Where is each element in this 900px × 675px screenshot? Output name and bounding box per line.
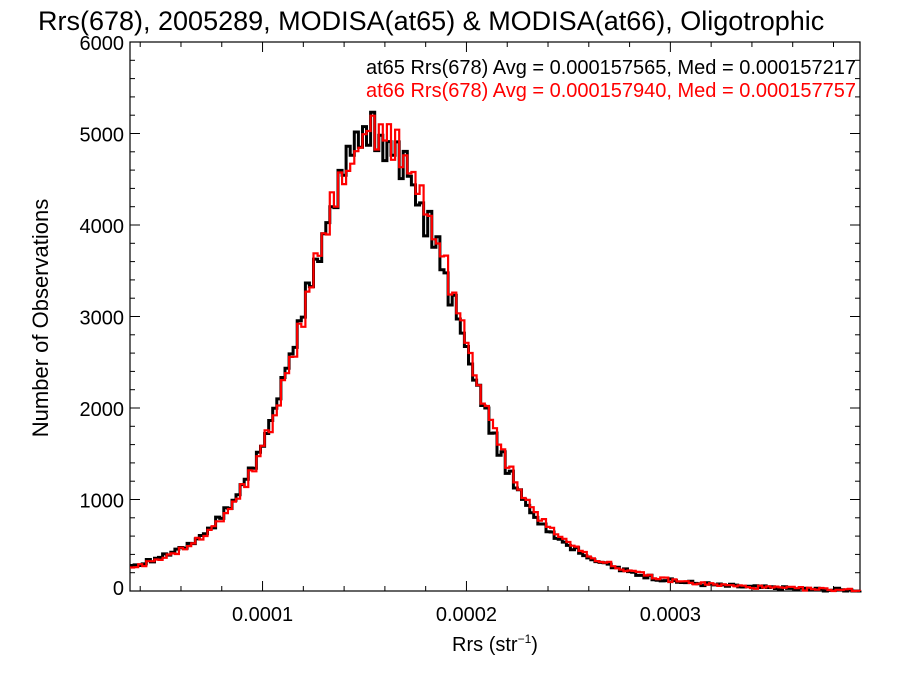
series-layer bbox=[130, 110, 862, 593]
series-at65-line bbox=[130, 110, 862, 593]
x-axis-label: Rrs (str−1) bbox=[452, 632, 538, 656]
y-tick-label: 4000 bbox=[80, 216, 125, 238]
series-at66-line bbox=[130, 114, 862, 593]
x-tick-label: 0.0003 bbox=[640, 604, 701, 626]
x-axis-label-superscript: −1 bbox=[518, 632, 532, 646]
y-tick-label: 5000 bbox=[80, 125, 125, 147]
x-axis-label-main: Rrs (str bbox=[452, 634, 518, 656]
y-tick-label: 3000 bbox=[80, 308, 125, 330]
y-tick-label: 2000 bbox=[80, 399, 125, 421]
legend-entry-at65: at65 Rrs(678) Avg = 0.000157565, Med = 0… bbox=[366, 57, 856, 79]
x-tick-label: 0.0001 bbox=[232, 604, 293, 626]
y-tick-label: 6000 bbox=[80, 33, 125, 55]
y-tick-label: 1000 bbox=[80, 491, 125, 513]
chart-title: Rrs(678), 2005289, MODISA(at65) & MODISA… bbox=[38, 6, 824, 36]
plot-frame bbox=[129, 41, 861, 592]
x-axis: 0.0001 0.0002 0.0003 bbox=[139, 42, 834, 626]
x-tick-label: 0.0002 bbox=[436, 604, 497, 626]
x-axis-label-close: ) bbox=[531, 634, 538, 656]
y-axis: 0 1000 2000 3000 4000 5000 6000 bbox=[80, 33, 860, 600]
legend-entry-at66: at66 Rrs(678) Avg = 0.000157940, Med = 0… bbox=[366, 80, 856, 102]
y-tick-label: 0 bbox=[113, 578, 124, 600]
y-axis-label: Number of Observations bbox=[28, 199, 53, 437]
